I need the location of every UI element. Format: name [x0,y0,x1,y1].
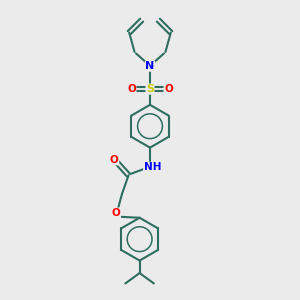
Text: S: S [146,84,154,94]
Text: O: O [110,155,119,165]
Text: NH: NH [144,162,161,172]
Text: O: O [112,208,121,218]
Text: O: O [127,84,136,94]
Text: O: O [164,84,173,94]
Text: N: N [146,61,154,71]
